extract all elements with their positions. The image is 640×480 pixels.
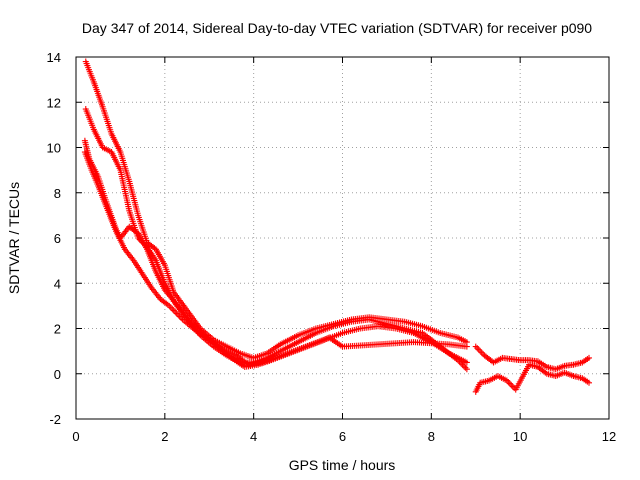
data-points <box>81 58 593 395</box>
series-track-3 <box>81 137 470 370</box>
y-tick-label: 14 <box>47 50 61 65</box>
grid <box>76 57 609 419</box>
data-point <box>586 379 593 386</box>
data-point <box>478 349 485 356</box>
data-point <box>472 343 479 350</box>
data-point <box>477 348 484 355</box>
axis-ticks <box>75 56 610 420</box>
data-point <box>508 382 515 389</box>
x-tick-labels: 0 2 4 6 8 10 12 <box>72 429 616 444</box>
x-tick-label: 12 <box>602 429 616 444</box>
series-track-4 <box>81 149 470 368</box>
data-point <box>474 345 481 352</box>
y-tick-label: 4 <box>54 276 61 291</box>
series-track-5 <box>472 343 593 373</box>
chart-title: Day 347 of 2014, Sidereal Day-to-day VTE… <box>82 20 592 36</box>
x-tick-label: 10 <box>513 429 527 444</box>
y-tick-label: 6 <box>54 231 61 246</box>
x-tick-label: 6 <box>339 429 346 444</box>
y-tick-label: 2 <box>54 322 61 337</box>
data-point <box>475 346 482 353</box>
data-point <box>586 354 593 361</box>
y-tick-label: 10 <box>47 141 61 156</box>
series-track-6 <box>472 361 593 395</box>
y-tick-label: 0 <box>54 367 61 382</box>
series-track-1 <box>82 58 470 361</box>
data-point <box>463 366 470 373</box>
data-point <box>463 343 470 350</box>
y-tick-label: 12 <box>47 95 61 110</box>
data-point <box>509 383 516 390</box>
data-point <box>169 305 176 312</box>
data-point <box>460 363 467 370</box>
x-tick-label: 4 <box>250 429 257 444</box>
y-tick-labels: -2 0 2 4 6 8 10 12 14 <box>47 50 61 427</box>
y-tick-label: -2 <box>49 412 61 427</box>
data-point <box>463 359 470 366</box>
data-point <box>506 380 513 387</box>
x-tick-label: 0 <box>72 429 79 444</box>
y-axis-label: SDTVAR / TECUs <box>6 182 22 294</box>
x-axis-label: GPS time / hours <box>289 457 396 473</box>
x-tick-label: 2 <box>161 429 168 444</box>
data-point <box>462 364 469 371</box>
x-tick-label: 8 <box>428 429 435 444</box>
y-tick-label: 8 <box>54 186 61 201</box>
